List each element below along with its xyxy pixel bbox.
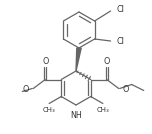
Text: O: O xyxy=(23,85,29,94)
Text: NH: NH xyxy=(70,111,82,120)
Text: CH₃: CH₃ xyxy=(43,107,55,113)
Text: O: O xyxy=(123,85,129,94)
Text: O: O xyxy=(104,57,110,66)
Polygon shape xyxy=(76,48,81,71)
Text: Cl: Cl xyxy=(117,5,124,14)
Text: O: O xyxy=(42,57,48,66)
Text: CH₃: CH₃ xyxy=(97,107,109,113)
Text: Cl: Cl xyxy=(117,36,124,46)
